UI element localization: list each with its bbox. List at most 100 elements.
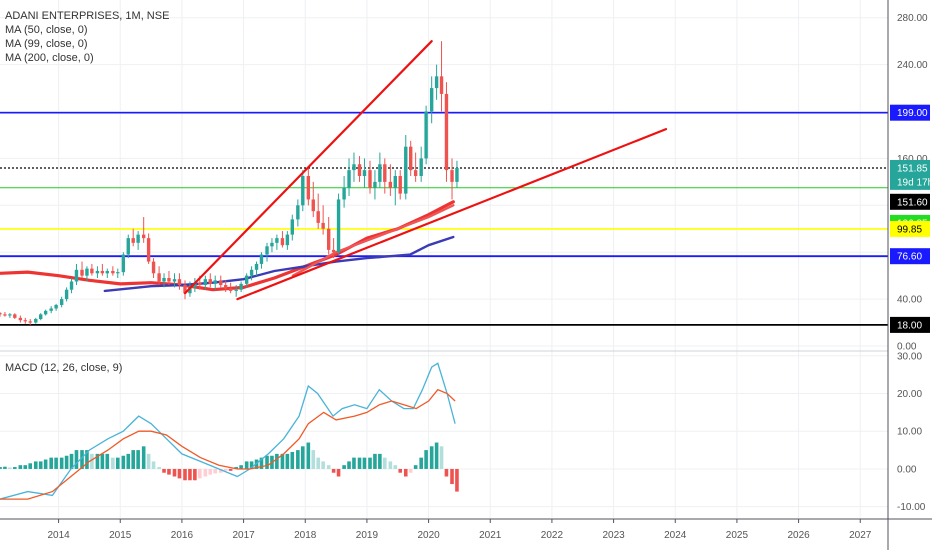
price-tick-label: 240.00 <box>897 60 928 71</box>
candle-body <box>39 314 43 320</box>
macd-histogram-bar <box>151 461 156 469</box>
trendline <box>183 40 433 295</box>
price-tag-label: 151.60 <box>897 197 928 208</box>
ma99-label: MA (99, close, 0) <box>5 38 88 50</box>
price-tag <box>890 220 930 237</box>
price-tick-label: 160.00 <box>897 154 928 165</box>
candle-body <box>342 187 346 200</box>
macd-histogram-bar <box>203 468 208 477</box>
candle-body <box>121 254 126 273</box>
candle-body <box>18 317 23 321</box>
macd-histogram-bar <box>193 468 197 481</box>
candle-body <box>213 280 217 284</box>
candle-body <box>151 261 156 274</box>
price-tag-label: 199.00 <box>897 108 928 119</box>
macd-histogram-bar <box>146 453 151 469</box>
candle-body <box>393 176 397 188</box>
macd-histogram-bar <box>188 468 192 481</box>
candle-body <box>275 238 279 243</box>
candle-body <box>167 278 171 282</box>
macd-histogram-bar <box>228 468 233 471</box>
macd-histogram-bar <box>378 453 382 469</box>
candle-body <box>224 285 228 289</box>
candle-body <box>95 270 100 274</box>
candle-body <box>85 268 89 276</box>
candle-body <box>368 170 372 188</box>
candle-body <box>126 238 130 255</box>
candle-body <box>80 269 84 276</box>
candle-body <box>347 170 351 188</box>
candle-body <box>28 321 32 323</box>
macd-histogram-bar <box>49 457 53 469</box>
macd-histogram-bar <box>3 466 7 469</box>
candle-body <box>8 314 12 316</box>
macd-histogram-bar <box>218 468 223 473</box>
candle-body <box>301 176 305 206</box>
macd-histogram-bar <box>352 457 356 469</box>
candle-body <box>64 289 69 300</box>
candle-body <box>321 222 325 229</box>
macd-histogram-bar <box>208 468 213 475</box>
chart-legend: ADANI ENTERPRISES, 1M, NSE MA (50, close… <box>5 9 169 65</box>
macd-histogram-bar <box>444 468 449 477</box>
price-tag <box>890 193 930 210</box>
price-tag-label: 151.85 <box>897 163 928 174</box>
macd-histogram-bar <box>424 450 428 469</box>
macd-histogram-bar <box>326 465 331 469</box>
candle-body <box>388 181 393 188</box>
candle-body <box>74 269 79 282</box>
macd-histogram-bar <box>172 468 177 477</box>
price-tag-label: 18.00 <box>897 320 922 331</box>
macd-histogram-bar <box>306 442 311 469</box>
candle-body <box>362 170 367 176</box>
macd-histogram-bar <box>265 455 269 469</box>
macd-histogram-bar <box>121 455 126 469</box>
candle-body <box>409 146 413 171</box>
macd-histogram-bar <box>13 467 17 469</box>
candle-body <box>146 238 151 262</box>
candle-body <box>413 170 418 176</box>
price-tick-label: 0.00 <box>897 342 917 353</box>
macd-histogram-bar <box>455 468 459 492</box>
macd-histogram-bar <box>105 453 110 469</box>
macd-histogram-bar <box>347 461 351 469</box>
macd-histogram-bar <box>183 468 187 481</box>
macd-histogram-bar <box>223 468 228 471</box>
price-tag <box>890 173 930 190</box>
candle-body <box>439 76 444 94</box>
macd-histogram-bar <box>131 450 135 469</box>
candle-body <box>336 199 341 253</box>
price-tag <box>890 159 930 176</box>
macd-histogram-bar <box>59 457 64 469</box>
candle-body <box>90 268 94 274</box>
time-tick-label: 2016 <box>171 530 194 541</box>
macd-histogram-bar <box>64 455 69 469</box>
time-tick-label: 2020 <box>417 530 440 541</box>
candle-body <box>249 269 254 276</box>
ma50-label: MA (50, close, 0) <box>5 24 88 36</box>
moving-average-line <box>291 204 455 277</box>
trendline <box>236 128 668 301</box>
candle-body <box>198 282 202 286</box>
macd-tick-label: 30.00 <box>897 351 922 362</box>
macd-histogram-bar <box>234 467 238 469</box>
candle-body <box>23 320 27 322</box>
macd-histogram-bar <box>90 453 94 469</box>
macd-histogram-bar <box>331 468 336 473</box>
candle-body <box>326 228 331 250</box>
candle-body <box>69 281 74 290</box>
time-tick-label: 2019 <box>356 530 379 541</box>
macd-histogram-bar <box>398 468 403 473</box>
macd-histogram-bar <box>368 457 372 469</box>
macd-histogram-bar <box>362 457 367 469</box>
candle-body <box>455 167 459 182</box>
candle-body <box>188 287 192 294</box>
macd-histogram-bar <box>336 468 341 477</box>
macd-histogram-bar <box>311 450 316 469</box>
candle-body <box>43 310 48 315</box>
macd-histogram-bar <box>111 457 115 469</box>
